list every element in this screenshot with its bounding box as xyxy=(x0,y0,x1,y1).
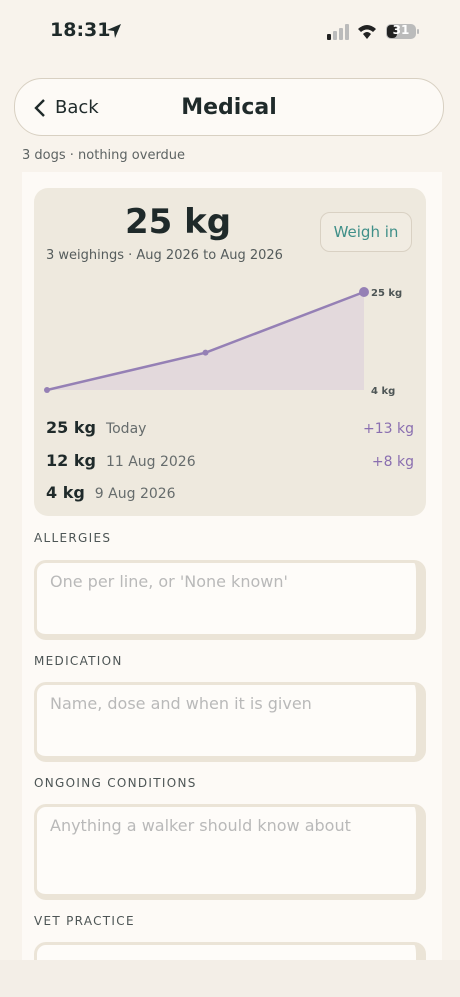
page-title: Medical xyxy=(181,95,277,120)
entry-change: +13 kg xyxy=(363,421,414,437)
field-label: ONGOING CONDITIONS xyxy=(34,776,197,790)
entry-weight: 4 kg xyxy=(46,483,85,502)
entry-change: +8 kg xyxy=(371,454,414,470)
status-time: 18:31 xyxy=(50,19,111,41)
back-chevron[interactable] xyxy=(33,98,47,118)
area xyxy=(47,292,364,390)
placeholder: Name, dose and when it is given xyxy=(50,694,312,713)
entry-date: 11 Aug 2026 xyxy=(105,454,196,470)
field-label: MEDICATION xyxy=(34,654,123,668)
entry-weight: 25 kg xyxy=(46,418,96,437)
entry-date: 9 Aug 2026 xyxy=(94,486,176,502)
placeholder: Anything a walker should know about xyxy=(50,816,351,835)
content-panel: 25 kg 3 weighings · Aug 2026 to Aug 2026… xyxy=(22,172,442,960)
subtitle: 3 dogs · nothing overdue xyxy=(22,148,186,163)
battery-level: 31 xyxy=(392,23,410,37)
text-field[interactable]: Name, dose and when it is given xyxy=(34,682,426,762)
field-label: ALLERGIES xyxy=(34,531,112,545)
entry-weight: 12 kg xyxy=(46,451,96,470)
weight-entry: 12 kg 11 Aug 2026 +8 kg xyxy=(46,451,414,471)
text-field[interactable]: One per line, or 'None known' xyxy=(34,560,426,640)
weight-entry: 25 kg Today +13 kg xyxy=(46,418,414,438)
point xyxy=(202,349,209,356)
location-icon xyxy=(107,24,121,38)
weight-card: 25 kg 3 weighings · Aug 2026 to Aug 2026… xyxy=(34,188,426,516)
weight-summary: 3 weighings · Aug 2026 to Aug 2026 xyxy=(46,248,283,263)
back-button[interactable]: Back xyxy=(55,97,99,118)
nav-bar: Back Medical xyxy=(14,78,444,136)
text-field[interactable] xyxy=(34,942,426,960)
weight-entry: 4 kg 9 Aug 2026 xyxy=(46,483,414,503)
weight-chart: 4 kg 25 kg xyxy=(44,287,402,397)
weigh-in-button[interactable]: Weigh in xyxy=(320,212,412,252)
point xyxy=(44,387,50,393)
point xyxy=(359,287,369,297)
bottom-bar xyxy=(0,960,460,997)
current-weight: 25 kg xyxy=(124,202,232,242)
text-field[interactable]: Anything a walker should know about xyxy=(34,804,426,900)
y-tick-label: 25 kg xyxy=(371,288,402,299)
y-tick-label: 4 kg xyxy=(371,386,395,397)
field-label: VET PRACTICE xyxy=(34,914,135,928)
placeholder: One per line, or 'None known' xyxy=(50,572,288,591)
entry-date: Today xyxy=(105,421,147,437)
status-icons xyxy=(327,24,419,40)
